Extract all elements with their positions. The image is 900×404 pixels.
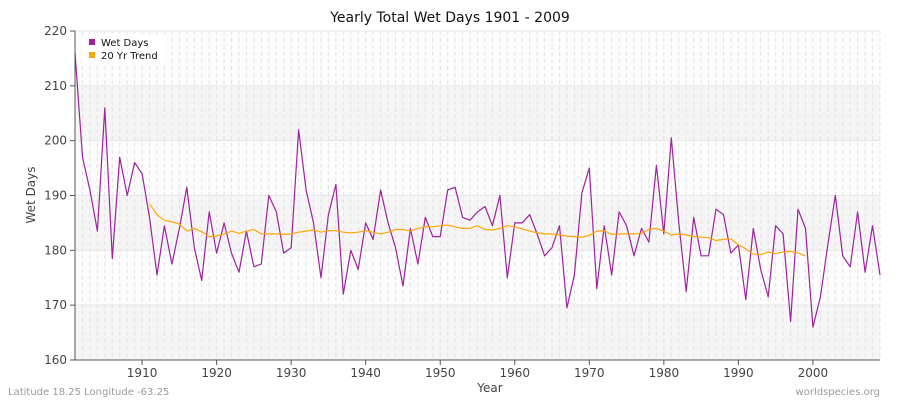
legend-swatch-wet-days bbox=[89, 39, 95, 45]
chart-title: Yearly Total Wet Days 1901 - 2009 bbox=[329, 10, 570, 26]
legend-label-trend: 20 Yr Trend bbox=[101, 51, 158, 62]
x-tick-label: 1910 bbox=[127, 366, 158, 380]
source-label: worldspecies.org bbox=[796, 387, 880, 398]
x-tick-label: 1940 bbox=[350, 366, 381, 380]
y-axis-label: Wet Days bbox=[24, 166, 38, 223]
legend-swatch-trend bbox=[89, 52, 95, 58]
y-tick-label: 210 bbox=[44, 79, 67, 93]
y-tick-label: 180 bbox=[44, 243, 67, 257]
y-axis-ticks: 160 170 180 190 200 210 220 bbox=[44, 24, 75, 367]
legend: Wet Days 20 Yr Trend bbox=[82, 34, 166, 64]
y-tick-label: 160 bbox=[44, 353, 67, 367]
y-tick-label: 200 bbox=[44, 134, 67, 148]
x-tick-label: 1920 bbox=[201, 366, 232, 380]
y-tick-label: 220 bbox=[44, 24, 67, 38]
x-tick-label: 1980 bbox=[649, 366, 680, 380]
x-tick-label: 1930 bbox=[276, 366, 307, 380]
x-tick-label: 2000 bbox=[798, 366, 829, 380]
legend-label-wet-days: Wet Days bbox=[101, 38, 149, 49]
x-tick-label: 1950 bbox=[425, 366, 456, 380]
x-tick-label: 1990 bbox=[723, 366, 754, 380]
y-tick-label: 190 bbox=[44, 189, 67, 203]
x-axis-ticks: 1910 1920 1930 1940 1950 1960 1970 1980 1990 2000 bbox=[127, 360, 828, 380]
x-tick-label: 1960 bbox=[499, 366, 530, 380]
x-tick-label: 1970 bbox=[574, 366, 605, 380]
x-axis-label: Year bbox=[476, 381, 502, 395]
location-label: Latitude 18.25 Longitude -63.25 bbox=[8, 387, 169, 398]
y-tick-label: 170 bbox=[44, 298, 67, 312]
